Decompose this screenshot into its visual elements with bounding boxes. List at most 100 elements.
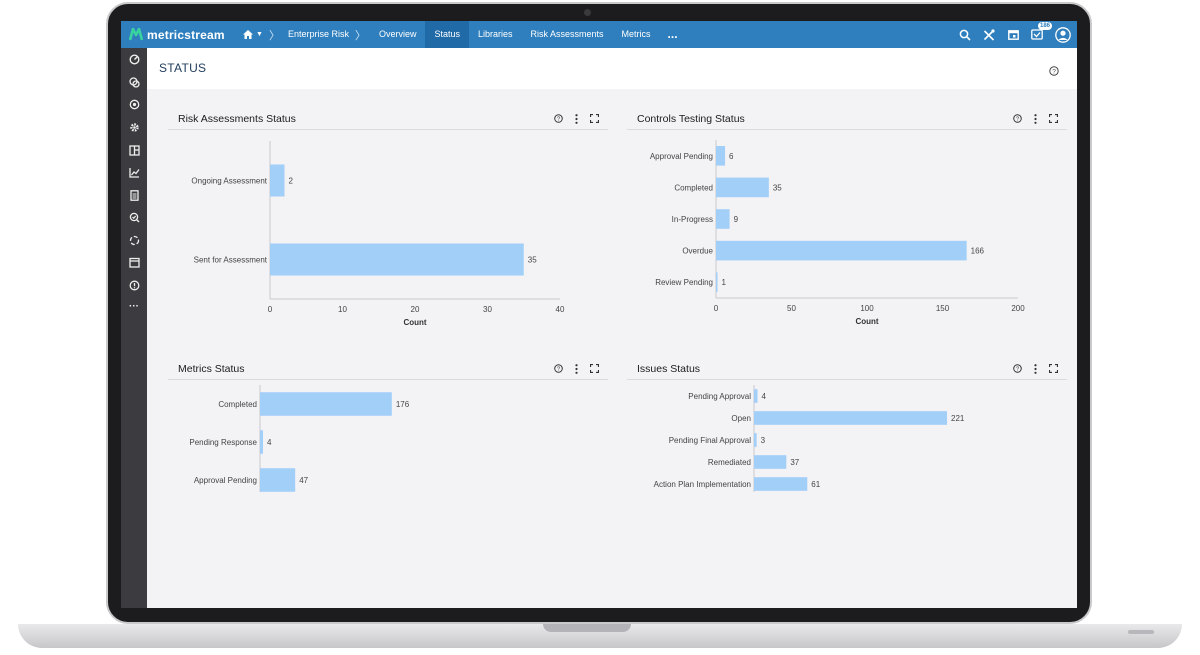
document-icon[interactable] xyxy=(128,189,140,201)
help-icon[interactable]: ? xyxy=(553,363,564,374)
tab-status[interactable]: Status xyxy=(425,21,469,48)
bar xyxy=(716,177,769,198)
tab-libraries[interactable]: Libraries xyxy=(478,29,513,39)
library-icon[interactable] xyxy=(128,144,140,156)
bar-chart: Pending Approval 4 Open 221 Pending Final Ap… xyxy=(627,359,1067,594)
tab-metrics[interactable]: Metrics xyxy=(621,29,651,39)
tab-overview[interactable]: Overview xyxy=(378,29,417,39)
kebab-menu-icon[interactable] xyxy=(571,113,582,124)
expand-icon[interactable] xyxy=(1048,363,1059,374)
panel-tools: ? xyxy=(546,113,600,124)
controls-testing-status-panel: Controls Testing Status ? 0 50 100 150 200 Co… xyxy=(627,109,1067,344)
panel-title: Issues Status xyxy=(637,363,701,375)
panel-title: Controls Testing Status xyxy=(637,113,745,125)
category-label: Approval Pending xyxy=(650,152,713,161)
calendar-icon[interactable] xyxy=(128,256,140,268)
category-label: Completed xyxy=(218,400,257,409)
bar xyxy=(754,455,787,469)
data-label: 37 xyxy=(790,458,799,467)
bar-chart: 0 50 100 150 200 Count Approval Pending 6 Comple… xyxy=(627,109,1067,344)
panel-header: Metrics Status ? xyxy=(168,359,608,380)
help-icon[interactable]: ? xyxy=(1012,113,1023,124)
bar xyxy=(260,392,392,416)
bar xyxy=(270,164,285,197)
audit-icon[interactable] xyxy=(128,211,140,223)
expand-icon[interactable] xyxy=(589,363,600,374)
notifications-icon[interactable]: 186 xyxy=(1029,21,1052,43)
data-label: 4 xyxy=(267,438,272,447)
laptop-notch xyxy=(543,624,631,632)
calendar-icon[interactable] xyxy=(1005,27,1021,43)
data-label: 47 xyxy=(299,476,308,485)
data-label: 4 xyxy=(761,392,766,401)
bar xyxy=(270,243,524,276)
x-tick-label: 20 xyxy=(411,305,420,314)
home-menu[interactable]: ▼ xyxy=(243,30,263,39)
data-label: 3 xyxy=(761,436,766,445)
compliance-icon[interactable] xyxy=(128,98,140,110)
bar-chart: Completed 176 Pending Response 4 Approval Pe… xyxy=(168,359,608,594)
bar xyxy=(716,209,730,229)
x-tick-label: 50 xyxy=(787,304,796,313)
brand-name: metricstream xyxy=(147,27,225,42)
data-label: 166 xyxy=(971,247,985,256)
x-tick-label: 40 xyxy=(556,305,565,314)
expand-icon[interactable] xyxy=(589,113,600,124)
data-label: 35 xyxy=(773,183,782,192)
x-tick-label: 0 xyxy=(268,305,273,314)
kebab-menu-icon[interactable] xyxy=(1030,363,1041,374)
tools-icon[interactable] xyxy=(981,27,997,43)
x-axis-label: Count xyxy=(403,318,426,327)
svg-text:?: ? xyxy=(557,117,561,123)
breadcrumb-separator-icon: 〉 xyxy=(268,29,280,42)
bar xyxy=(716,240,967,261)
svg-text:?: ? xyxy=(1052,68,1056,75)
analytics-icon[interactable] xyxy=(128,166,140,178)
refresh-icon[interactable] xyxy=(128,234,140,246)
category-label: Pending Response xyxy=(189,438,257,447)
help-icon[interactable] xyxy=(128,279,140,291)
bar xyxy=(716,146,726,166)
help-icon[interactable]: ? xyxy=(1049,63,1059,81)
risk-icon[interactable] xyxy=(128,76,140,88)
data-label: 6 xyxy=(729,152,734,161)
category-label: Overdue xyxy=(682,247,713,256)
help-icon[interactable]: ? xyxy=(553,113,564,124)
bar xyxy=(716,272,718,292)
panel-title: Metrics Status xyxy=(178,363,245,375)
search-icon[interactable] xyxy=(957,27,973,43)
more-icon[interactable]: ··· xyxy=(129,300,139,312)
brand[interactable]: metricstream xyxy=(121,21,233,48)
data-label: 1 xyxy=(722,278,727,287)
category-label: Approval Pending xyxy=(194,476,257,485)
bar-chart: 0 10 20 30 40 Count Ongoing Assessment 2 Sent fo… xyxy=(168,109,608,344)
svg-text:?: ? xyxy=(557,367,561,373)
data-label: 2 xyxy=(289,177,294,186)
category-label: Pending Final Approval xyxy=(669,436,752,445)
dashboard-icon[interactable] xyxy=(128,53,140,65)
kebab-menu-icon[interactable] xyxy=(571,363,582,374)
panel-tools: ? xyxy=(1005,113,1059,124)
breadcrumb-enterprise-risk[interactable]: Enterprise Risk xyxy=(287,29,349,39)
risk-assessments-status-panel: Risk Assessments Status ? 0 10 20 30 40 Count… xyxy=(168,109,608,344)
settings-icon[interactable] xyxy=(128,121,140,133)
bar xyxy=(260,468,296,492)
tab-risk-assessments[interactable]: Risk Assessments xyxy=(530,29,604,39)
category-label: In-Progress xyxy=(672,215,713,224)
notification-count-badge: 186 xyxy=(1037,21,1052,30)
brand-logo-icon xyxy=(129,28,143,41)
svg-text:?: ? xyxy=(1016,367,1020,373)
user-avatar-icon[interactable] xyxy=(1055,26,1071,43)
expand-icon[interactable] xyxy=(1048,113,1059,124)
app-screen: metricstream ▼ 〉 Enterprise Risk 〉 Overv… xyxy=(121,21,1077,608)
data-label: 221 xyxy=(951,414,965,423)
kebab-menu-icon[interactable] xyxy=(1030,113,1041,124)
x-tick-label: 200 xyxy=(1011,304,1025,313)
help-icon[interactable]: ? xyxy=(1012,363,1023,374)
more-tabs-button[interactable]: ... xyxy=(667,27,678,41)
page-title: STATUS xyxy=(159,61,207,75)
category-label: Pending Approval xyxy=(688,392,751,401)
left-sidebar: ··· xyxy=(121,48,147,608)
bar xyxy=(754,477,808,491)
data-label: 176 xyxy=(396,400,410,409)
